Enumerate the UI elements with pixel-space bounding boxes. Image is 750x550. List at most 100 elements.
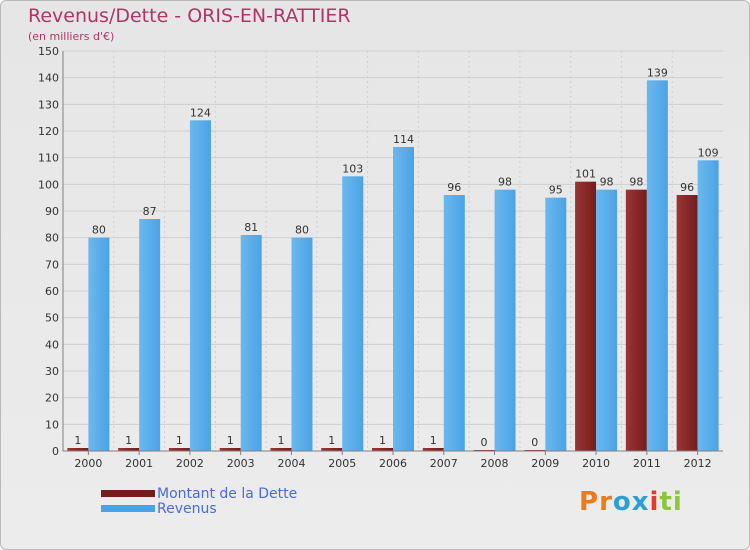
- x-tick-label: 2003: [227, 457, 255, 470]
- bar-debt-2002: [168, 448, 190, 451]
- bar-debt-2011: [625, 189, 647, 451]
- y-axis-ticks: 0 10 20 30 40 50 60 70 80 90 100 110 120 130 140 150: [38, 45, 59, 458]
- bar-debt-2005: [321, 448, 343, 451]
- x-tick-label: 2000: [74, 457, 102, 470]
- x-tick-label: 2008: [481, 457, 509, 470]
- data-label-revenue-2009: 95: [549, 184, 563, 197]
- data-label-debt-2001: 1: [125, 434, 132, 447]
- bar-revenue-2010: [596, 189, 618, 451]
- bar-revenue-2012: [697, 160, 719, 452]
- data-labels: 1 80 1 87 1 124 1 81 1 80 1 103 1 114 1 96 0 98 0 95 101 98 98…: [74, 66, 718, 449]
- data-label-debt-2009: 0: [531, 436, 538, 449]
- axes: [62, 51, 723, 452]
- data-label-debt-2003: 1: [227, 434, 234, 447]
- bar-debt-2000: [67, 448, 89, 451]
- bar-revenue-2008: [494, 189, 516, 451]
- data-label-revenue-2010: 98: [600, 176, 614, 189]
- bar-revenue-2003: [240, 235, 262, 451]
- data-label-revenue-2007: 96: [447, 181, 461, 194]
- data-label-debt-2006: 1: [379, 434, 386, 447]
- x-tick-label: 2005: [328, 457, 356, 470]
- bar-revenue-2005: [342, 176, 364, 452]
- data-label-revenue-2002: 124: [190, 106, 211, 119]
- y-tick-label: 10: [45, 418, 59, 431]
- y-tick-label: 50: [45, 312, 59, 325]
- logo-letter: x: [631, 487, 650, 517]
- bar-revenue-2011: [646, 80, 668, 451]
- data-label-debt-2002: 1: [176, 434, 183, 447]
- data-label-debt-2012: 96: [680, 181, 694, 194]
- data-label-revenue-2000: 80: [92, 224, 106, 237]
- data-label-debt-2011: 98: [629, 176, 643, 189]
- data-label-revenue-2012: 109: [698, 146, 719, 159]
- bar-debt-2001: [118, 448, 140, 451]
- bars: [67, 80, 719, 452]
- data-label-revenue-2005: 103: [342, 162, 363, 175]
- data-label-revenue-2001: 87: [143, 205, 157, 218]
- bar-revenue-2007: [443, 195, 465, 451]
- chart-title: Revenus/Dette - ORIS-EN-RATTIER: [28, 5, 351, 27]
- proxiti-logo: Proxiti: [579, 487, 683, 517]
- x-tick-label: 2010: [582, 457, 610, 470]
- logo-letter: o: [612, 487, 632, 517]
- data-label-debt-2008: 0: [481, 436, 488, 449]
- y-tick-label: 60: [45, 285, 59, 298]
- bar-revenue-2002: [189, 120, 211, 451]
- bar-revenue-2004: [291, 237, 313, 451]
- y-tick-label: 20: [45, 392, 59, 405]
- data-label-revenue-2006: 114: [393, 133, 414, 146]
- data-label-debt-2010: 101: [575, 168, 596, 181]
- x-tick-label: 2011: [633, 457, 661, 470]
- bar-revenue-2001: [139, 219, 161, 451]
- data-label-debt-2005: 1: [328, 434, 335, 447]
- x-tick-label: 2012: [684, 457, 712, 470]
- data-label-debt-2004: 1: [277, 434, 284, 447]
- legend-label-debt: Montant de la Dette: [157, 486, 298, 502]
- logo-letter: i: [649, 487, 660, 517]
- bar-debt-2012: [676, 195, 698, 451]
- bar-debt-2007: [422, 448, 444, 451]
- y-tick-label: 100: [38, 178, 59, 191]
- bar-debt-2010: [575, 181, 597, 451]
- logo-letter: t: [659, 487, 673, 517]
- x-tick-label: 2006: [379, 457, 407, 470]
- legend-label-revenue: Revenus: [157, 501, 217, 517]
- y-tick-label: 0: [52, 445, 59, 458]
- bar-debt-2003: [219, 448, 241, 451]
- data-label-revenue-2004: 80: [295, 224, 309, 237]
- data-label-revenue-2008: 98: [498, 176, 512, 189]
- y-tick-label: 150: [38, 45, 59, 58]
- data-label-revenue-2011: 139: [647, 66, 668, 79]
- bar-debt-2004: [270, 448, 292, 451]
- y-tick-label: 110: [38, 152, 59, 165]
- y-tick-label: 40: [45, 338, 59, 351]
- x-tick-label: 2004: [277, 457, 305, 470]
- data-label-debt-2007: 1: [430, 434, 437, 447]
- bar-debt-2006: [372, 448, 393, 451]
- y-tick-label: 90: [45, 205, 59, 218]
- logo-letter: P: [579, 487, 600, 517]
- chart-subtitle: (en milliers d'€): [28, 30, 115, 43]
- bar-revenue-2009: [545, 197, 567, 451]
- y-tick-label: 140: [38, 72, 59, 85]
- x-axis-ticks: 2000 2001 2002 2003 2004 2005 2006 2007 2008 2009…: [74, 451, 712, 470]
- logo-letter: i: [672, 487, 683, 517]
- y-tick-label: 120: [38, 125, 59, 138]
- legend-swatch-debt: [101, 490, 155, 497]
- y-tick-label: 80: [45, 232, 59, 245]
- data-label-debt-2000: 1: [74, 434, 81, 447]
- y-tick-label: 30: [45, 365, 59, 378]
- logo-letter: r: [599, 487, 613, 517]
- x-tick-label: 2009: [531, 457, 559, 470]
- y-tick-label: 130: [38, 98, 59, 111]
- x-tick-label: 2007: [430, 457, 458, 470]
- x-tick-label: 2001: [125, 457, 153, 470]
- x-tick-label: 2002: [176, 457, 204, 470]
- y-tick-label: 70: [45, 258, 59, 271]
- data-label-revenue-2003: 81: [244, 221, 258, 234]
- legend-swatch-revenue: [101, 505, 155, 512]
- bar-revenue-2000: [88, 237, 110, 451]
- bar-revenue-2006: [393, 147, 414, 451]
